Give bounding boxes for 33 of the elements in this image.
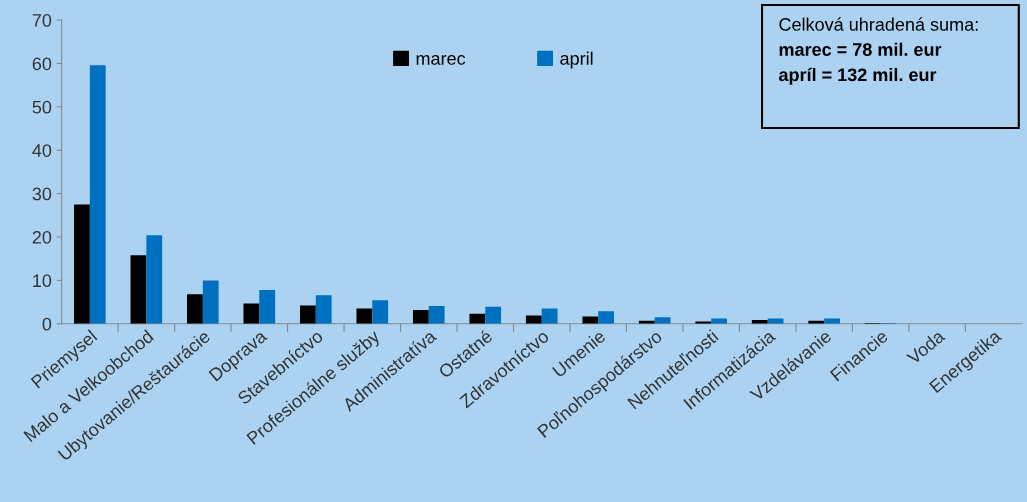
legend-label: marec (416, 54, 466, 65)
bar (146, 235, 163, 324)
y-tick-label: 20 (32, 230, 52, 244)
bar (485, 306, 502, 324)
bar (469, 313, 486, 324)
legend-label: april (560, 51, 593, 69)
bar (187, 294, 203, 324)
y-tick-label: 30 (32, 187, 52, 201)
y-tick-label: 10 (33, 274, 52, 288)
bar (582, 316, 599, 324)
y-tick-label: 50 (32, 100, 52, 114)
bar (654, 317, 671, 324)
y-tick-label: 70 (32, 14, 52, 27)
bar (202, 280, 219, 324)
bar (428, 306, 445, 324)
bar (89, 65, 106, 324)
bar (259, 289, 276, 324)
bar (315, 295, 332, 324)
bar (372, 300, 389, 324)
bar (130, 255, 147, 324)
annotation: apríl = 132 mil. eur (779, 67, 937, 85)
bar (356, 308, 373, 324)
bar (243, 303, 260, 324)
annotation: Celková uhradená suma: (779, 17, 978, 31)
y-tick-label: 0 (42, 317, 52, 331)
bar (412, 309, 429, 324)
bar (541, 308, 558, 324)
annotation: marec = 78 mil. eur (779, 42, 942, 56)
bar (74, 204, 90, 324)
bar (598, 311, 615, 324)
bar (299, 305, 316, 324)
y-tick-label: 60 (32, 57, 52, 71)
y-tick-label: 40 (32, 144, 52, 157)
